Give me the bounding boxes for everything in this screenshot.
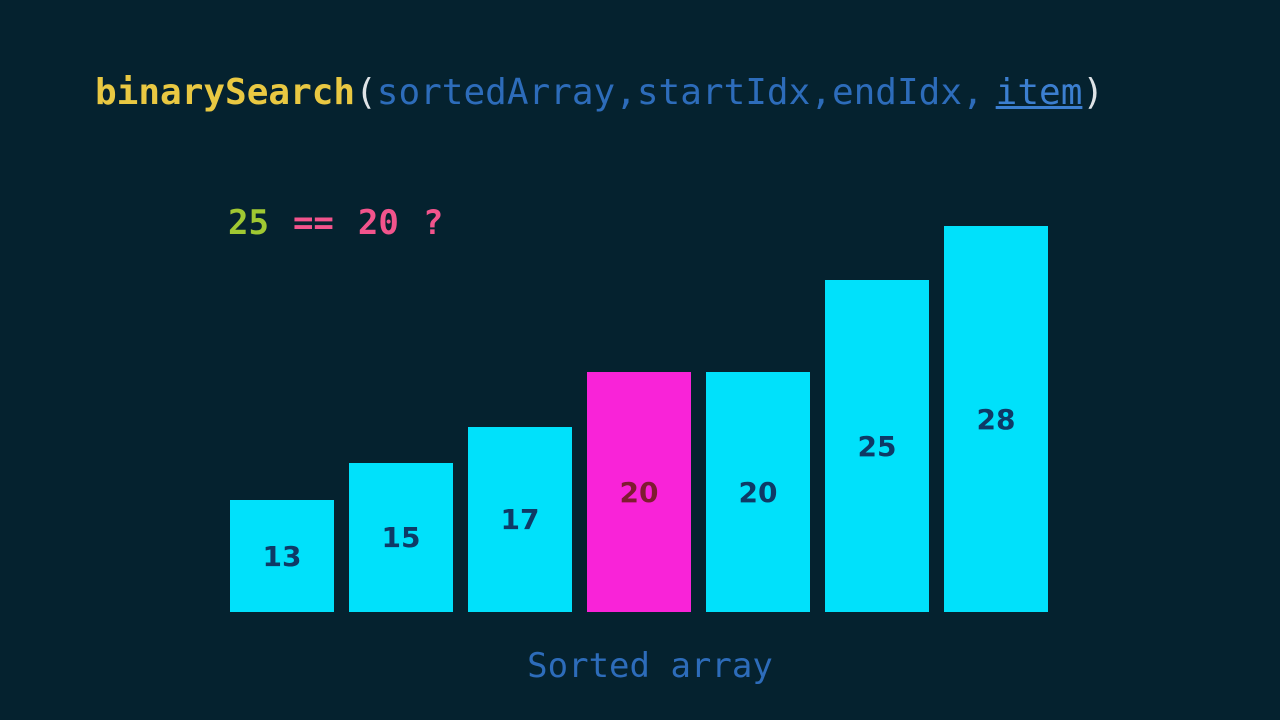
- bar-value-label: 25: [857, 429, 897, 463]
- open-paren: (: [355, 72, 377, 113]
- param-sorted-array: sortedArray,: [376, 72, 637, 113]
- bar-value-label: 20: [738, 475, 778, 509]
- bar: 20: [706, 372, 810, 612]
- bar-highlighted: 20: [587, 372, 691, 612]
- close-paren: ): [1082, 72, 1105, 113]
- bar-value-label: 20: [619, 475, 659, 509]
- chart-caption: Sorted array: [527, 646, 773, 686]
- comparison-right-value: 20: [357, 203, 399, 243]
- param-end-idx: endIdx,: [831, 72, 984, 113]
- bar-value-label: 15: [381, 521, 421, 554]
- equality-operator: ==: [292, 203, 334, 243]
- question-mark: ?: [422, 203, 444, 243]
- comparison-expression: 25 == 20 ?: [228, 203, 443, 243]
- bar: 28: [944, 226, 1048, 612]
- bar-value-label: 28: [976, 402, 1016, 436]
- function-signature: binarySearch(sortedArray,startIdx,endIdx…: [95, 72, 1104, 113]
- bar: 15: [349, 463, 453, 612]
- bar: 25: [825, 280, 929, 612]
- bar-value-label: 13: [262, 539, 302, 573]
- bar: 17: [468, 427, 572, 612]
- bar: 13: [230, 500, 334, 612]
- bar-value-label: 17: [500, 503, 540, 536]
- param-start-idx: startIdx,: [636, 72, 832, 113]
- comparison-left-value: 25: [228, 203, 269, 243]
- param-item: item: [995, 72, 1083, 113]
- bar-chart: 13 15 17 20 20 25 28: [230, 224, 1050, 612]
- function-name: binarySearch: [95, 72, 356, 113]
